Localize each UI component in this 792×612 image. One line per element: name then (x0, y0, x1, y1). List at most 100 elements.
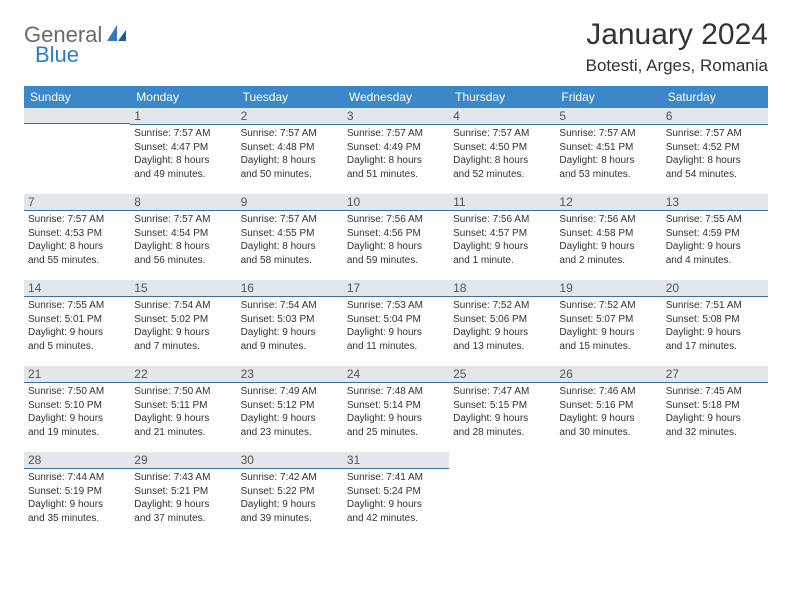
day-detail-line: Sunrise: 7:57 AM (134, 213, 232, 227)
day-detail-line: Sunrise: 7:54 AM (134, 299, 232, 313)
day-detail-line: and 56 minutes. (134, 254, 232, 268)
day-detail-line: Sunset: 5:04 PM (347, 313, 445, 327)
day-detail-line: Daylight: 9 hours (28, 498, 126, 512)
day-detail-line: Daylight: 8 hours (347, 240, 445, 254)
calendar-day-cell: 24Sunrise: 7:48 AMSunset: 5:14 PMDayligh… (343, 366, 449, 452)
day-detail-line: and 52 minutes. (453, 168, 551, 182)
day-detail-line: and 59 minutes. (347, 254, 445, 268)
calendar-day-cell: 12Sunrise: 7:56 AMSunset: 4:58 PMDayligh… (555, 194, 661, 280)
day-detail-line: Daylight: 8 hours (241, 240, 339, 254)
calendar-day-cell: 15Sunrise: 7:54 AMSunset: 5:02 PMDayligh… (130, 280, 236, 366)
calendar-day-cell: 29Sunrise: 7:43 AMSunset: 5:21 PMDayligh… (130, 452, 236, 538)
day-detail-line: and 4 minutes. (666, 254, 764, 268)
day-detail-line: Sunrise: 7:50 AM (134, 385, 232, 399)
day-number: 17 (343, 280, 449, 297)
day-detail-line: Sunrise: 7:54 AM (241, 299, 339, 313)
day-detail-line: Daylight: 9 hours (134, 326, 232, 340)
calendar-day-cell: 7Sunrise: 7:57 AMSunset: 4:53 PMDaylight… (24, 194, 130, 280)
weekday-header: Tuesday (237, 86, 343, 108)
day-detail-line: and 17 minutes. (666, 340, 764, 354)
calendar-day-cell: 2Sunrise: 7:57 AMSunset: 4:48 PMDaylight… (237, 108, 343, 194)
day-detail-line: Sunrise: 7:50 AM (28, 385, 126, 399)
day-detail-line: Daylight: 9 hours (666, 240, 764, 254)
weekday-header: Wednesday (343, 86, 449, 108)
calendar-day-cell: 25Sunrise: 7:47 AMSunset: 5:15 PMDayligh… (449, 366, 555, 452)
day-detail-line: and 50 minutes. (241, 168, 339, 182)
day-detail-line: Sunrise: 7:49 AM (241, 385, 339, 399)
day-detail-line: Daylight: 9 hours (453, 326, 551, 340)
day-detail-line: Sunrise: 7:43 AM (134, 471, 232, 485)
day-detail-line: Daylight: 8 hours (134, 154, 232, 168)
day-detail-line: Daylight: 9 hours (559, 326, 657, 340)
day-detail-line: Sunrise: 7:47 AM (453, 385, 551, 399)
day-detail-line: Daylight: 9 hours (559, 240, 657, 254)
day-detail-line: Daylight: 9 hours (347, 412, 445, 426)
day-details: Sunrise: 7:49 AMSunset: 5:12 PMDaylight:… (237, 383, 343, 443)
day-details: Sunrise: 7:50 AMSunset: 5:11 PMDaylight:… (130, 383, 236, 443)
day-detail-line: Sunrise: 7:41 AM (347, 471, 445, 485)
day-detail-line: and 58 minutes. (241, 254, 339, 268)
calendar-day-cell: 11Sunrise: 7:56 AMSunset: 4:57 PMDayligh… (449, 194, 555, 280)
day-detail-line: Sunrise: 7:57 AM (134, 127, 232, 141)
day-detail-line: Sunset: 5:08 PM (666, 313, 764, 327)
day-number: 16 (237, 280, 343, 297)
day-number: 9 (237, 194, 343, 211)
calendar-day-cell: 13Sunrise: 7:55 AMSunset: 4:59 PMDayligh… (662, 194, 768, 280)
day-detail-line: Sunrise: 7:57 AM (347, 127, 445, 141)
day-details: Sunrise: 7:56 AMSunset: 4:57 PMDaylight:… (449, 211, 555, 271)
day-details: Sunrise: 7:41 AMSunset: 5:24 PMDaylight:… (343, 469, 449, 529)
day-details: Sunrise: 7:57 AMSunset: 4:47 PMDaylight:… (130, 125, 236, 185)
day-details: Sunrise: 7:54 AMSunset: 5:02 PMDaylight:… (130, 297, 236, 357)
day-details: Sunrise: 7:56 AMSunset: 4:58 PMDaylight:… (555, 211, 661, 271)
day-details (449, 452, 555, 458)
day-detail-line: and 39 minutes. (241, 512, 339, 526)
day-detail-line: Sunset: 5:06 PM (453, 313, 551, 327)
title-block: January 2024 Botesti, Arges, Romania (586, 18, 768, 76)
day-number: 18 (449, 280, 555, 297)
day-detail-line: Sunset: 5:18 PM (666, 399, 764, 413)
day-details: Sunrise: 7:46 AMSunset: 5:16 PMDaylight:… (555, 383, 661, 443)
day-detail-line: and 42 minutes. (347, 512, 445, 526)
day-detail-line: Daylight: 9 hours (28, 412, 126, 426)
day-detail-line: Sunset: 4:52 PM (666, 141, 764, 155)
day-detail-line: and 9 minutes. (241, 340, 339, 354)
day-detail-line: Sunset: 4:58 PM (559, 227, 657, 241)
day-detail-line: Daylight: 9 hours (559, 412, 657, 426)
calendar-week-row: 14Sunrise: 7:55 AMSunset: 5:01 PMDayligh… (24, 280, 768, 366)
day-detail-line: Sunset: 5:24 PM (347, 485, 445, 499)
calendar-day-cell: 14Sunrise: 7:55 AMSunset: 5:01 PMDayligh… (24, 280, 130, 366)
day-detail-line: and 23 minutes. (241, 426, 339, 440)
day-number: 27 (662, 366, 768, 383)
day-number: 6 (662, 108, 768, 125)
weekday-header: Thursday (449, 86, 555, 108)
calendar-day-cell: 21Sunrise: 7:50 AMSunset: 5:10 PMDayligh… (24, 366, 130, 452)
day-detail-line: Sunrise: 7:55 AM (28, 299, 126, 313)
day-details: Sunrise: 7:48 AMSunset: 5:14 PMDaylight:… (343, 383, 449, 443)
day-detail-line: Daylight: 9 hours (134, 412, 232, 426)
day-detail-line: Sunset: 4:54 PM (134, 227, 232, 241)
day-details: Sunrise: 7:57 AMSunset: 4:50 PMDaylight:… (449, 125, 555, 185)
day-details: Sunrise: 7:57 AMSunset: 4:55 PMDaylight:… (237, 211, 343, 271)
day-detail-line: and 25 minutes. (347, 426, 445, 440)
day-detail-line: Sunrise: 7:52 AM (559, 299, 657, 313)
day-detail-line: Daylight: 9 hours (28, 326, 126, 340)
calendar-table: Sunday Monday Tuesday Wednesday Thursday… (24, 86, 768, 538)
header: General Blue January 2024 Botesti, Arges… (24, 18, 768, 76)
day-detail-line: Sunrise: 7:53 AM (347, 299, 445, 313)
day-detail-line: Sunset: 4:56 PM (347, 227, 445, 241)
day-detail-line: and 32 minutes. (666, 426, 764, 440)
day-detail-line: and 13 minutes. (453, 340, 551, 354)
day-detail-line: Daylight: 8 hours (241, 154, 339, 168)
calendar-page: General Blue January 2024 Botesti, Arges… (0, 0, 792, 556)
calendar-day-cell (24, 108, 130, 194)
day-number: 30 (237, 452, 343, 469)
calendar-day-cell: 6Sunrise: 7:57 AMSunset: 4:52 PMDaylight… (662, 108, 768, 194)
weekday-header: Friday (555, 86, 661, 108)
day-detail-line: Daylight: 9 hours (666, 412, 764, 426)
day-number: 11 (449, 194, 555, 211)
day-number: 4 (449, 108, 555, 125)
day-details: Sunrise: 7:50 AMSunset: 5:10 PMDaylight:… (24, 383, 130, 443)
day-detail-line: Sunset: 4:53 PM (28, 227, 126, 241)
day-detail-line: Sunrise: 7:55 AM (666, 213, 764, 227)
calendar-day-cell: 9Sunrise: 7:57 AMSunset: 4:55 PMDaylight… (237, 194, 343, 280)
